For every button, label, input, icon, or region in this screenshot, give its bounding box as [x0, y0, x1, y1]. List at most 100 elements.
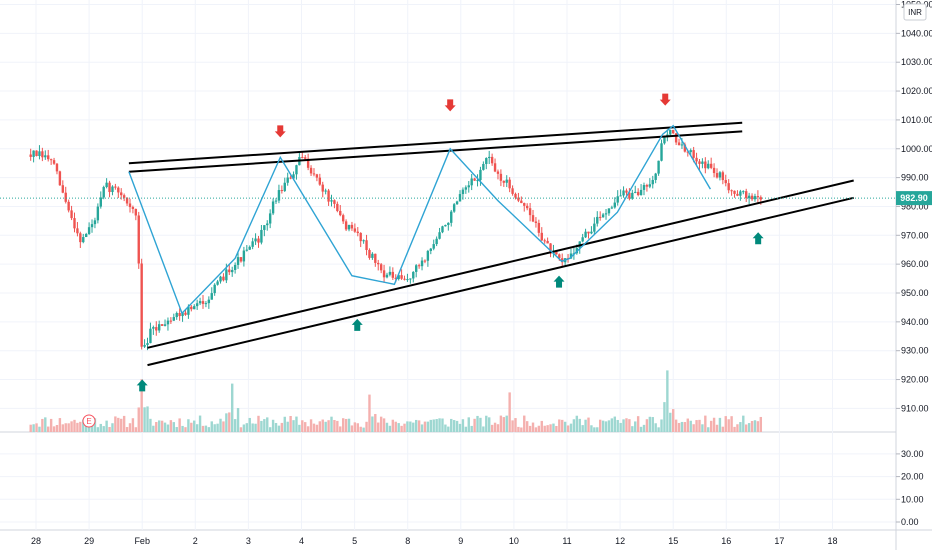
- volume-bar: [108, 426, 111, 432]
- volume-bar: [271, 419, 275, 432]
- candle-body: [590, 231, 593, 234]
- price-tick-label: 960.00: [901, 259, 929, 269]
- up-arrow-icon[interactable]: [553, 275, 565, 288]
- volume-bar: [750, 420, 754, 432]
- volume-bar: [569, 423, 573, 432]
- down-arrow-icon[interactable]: [274, 125, 286, 138]
- candle-body: [412, 271, 415, 279]
- time-tick-label: 18: [827, 536, 837, 546]
- candle-body: [216, 281, 219, 285]
- volume-bar: [745, 424, 748, 432]
- candle-body: [645, 185, 649, 187]
- volume-bar: [292, 420, 295, 432]
- volume-axis[interactable]: 30.00 20.00 10.00 0.00: [896, 449, 924, 527]
- volume-bar: [195, 424, 199, 432]
- candle-body: [181, 312, 184, 317]
- volume-bar: [747, 423, 751, 432]
- volume-bar: [429, 419, 432, 432]
- volume-bar: [499, 415, 503, 432]
- volume-bar: [488, 417, 491, 432]
- volume-bar: [52, 426, 56, 432]
- volume-bar: [362, 427, 365, 432]
- volume-bar: [601, 420, 605, 432]
- volume-bar: [55, 425, 59, 432]
- candle-body: [178, 313, 181, 317]
- volume-bar: [257, 415, 260, 432]
- volume-bar: [674, 419, 678, 432]
- time-axis[interactable]: 28 29 Feb 2 3 4 5 8 9 10 11 12 15 16 17 18: [31, 536, 838, 546]
- candle-body: [245, 249, 249, 251]
- volume-bar: [639, 426, 643, 432]
- candle-body: [67, 201, 70, 211]
- volume-bar: [163, 422, 167, 432]
- candle-body: [464, 187, 468, 190]
- candle-body: [263, 225, 266, 230]
- volume-bar: [701, 424, 704, 432]
- candle-body: [596, 216, 599, 224]
- volume-bar: [283, 416, 286, 432]
- volume-bar: [715, 424, 719, 432]
- candle-body: [452, 204, 456, 212]
- volume-bar: [616, 419, 619, 432]
- candle-body: [438, 232, 441, 239]
- volume-bar: [610, 418, 614, 432]
- candle-body: [584, 231, 587, 238]
- volume-bar: [216, 423, 219, 432]
- volume-bar: [143, 407, 146, 432]
- candle-body: [58, 171, 62, 186]
- volume-bar: [528, 425, 532, 432]
- candle-body: [52, 160, 56, 164]
- support-trendline[interactable]: [147, 179, 854, 349]
- candle-body: [482, 163, 485, 170]
- volume-bar: [172, 422, 175, 432]
- down-arrow-icon[interactable]: [659, 93, 671, 106]
- volume-bar: [178, 418, 181, 432]
- candle-body: [204, 303, 208, 305]
- volume-bar: [651, 417, 654, 432]
- candle-body: [689, 150, 692, 153]
- volume-bar: [587, 417, 590, 432]
- volume-bar: [166, 424, 170, 432]
- candle-body: [187, 306, 190, 315]
- up-arrow-icon[interactable]: [136, 379, 148, 392]
- volume-bar: [575, 415, 579, 432]
- candle-body: [102, 187, 105, 198]
- volume-bar: [350, 425, 354, 432]
- support-trendline[interactable]: [147, 196, 854, 367]
- volume-bar: [374, 413, 377, 432]
- candle-body: [721, 172, 725, 181]
- candle-body: [155, 327, 158, 331]
- candle-body: [680, 144, 684, 146]
- volume-bar: [663, 402, 666, 432]
- resistance-trendline[interactable]: [128, 121, 743, 165]
- volume-bar: [146, 406, 149, 432]
- up-arrow-icon[interactable]: [752, 232, 764, 245]
- earnings-marker[interactable]: E: [82, 414, 96, 428]
- volume-bar: [485, 415, 488, 432]
- candle-body: [733, 190, 736, 194]
- volume-bar: [120, 418, 123, 432]
- volume-bar: [470, 425, 473, 432]
- volume-bar: [721, 426, 725, 432]
- volume-bar: [736, 424, 739, 432]
- candle-body: [374, 253, 377, 263]
- volume-bar: [739, 422, 742, 432]
- candle-body: [555, 250, 558, 255]
- candle-body: [137, 215, 140, 264]
- candle-body: [280, 190, 284, 192]
- volume-bar: [149, 418, 152, 432]
- candle-body: [511, 188, 514, 194]
- volume-tick-label: 20.00: [901, 472, 924, 482]
- candle-body: [420, 260, 424, 267]
- price-axis[interactable]: 1050.001040.001030.001020.001010.001000.…: [895, 0, 932, 550]
- resistance-trendline[interactable]: [128, 130, 743, 173]
- down-arrow-icon[interactable]: [444, 99, 456, 112]
- volume-bar: [295, 416, 298, 432]
- up-arrow-icon[interactable]: [351, 318, 363, 331]
- candle-body: [523, 203, 526, 206]
- price-tick-label: 940.00: [901, 317, 929, 327]
- wave-zigzag-line[interactable]: [128, 124, 712, 315]
- candle-body: [228, 269, 231, 273]
- volume-bar: [406, 421, 409, 432]
